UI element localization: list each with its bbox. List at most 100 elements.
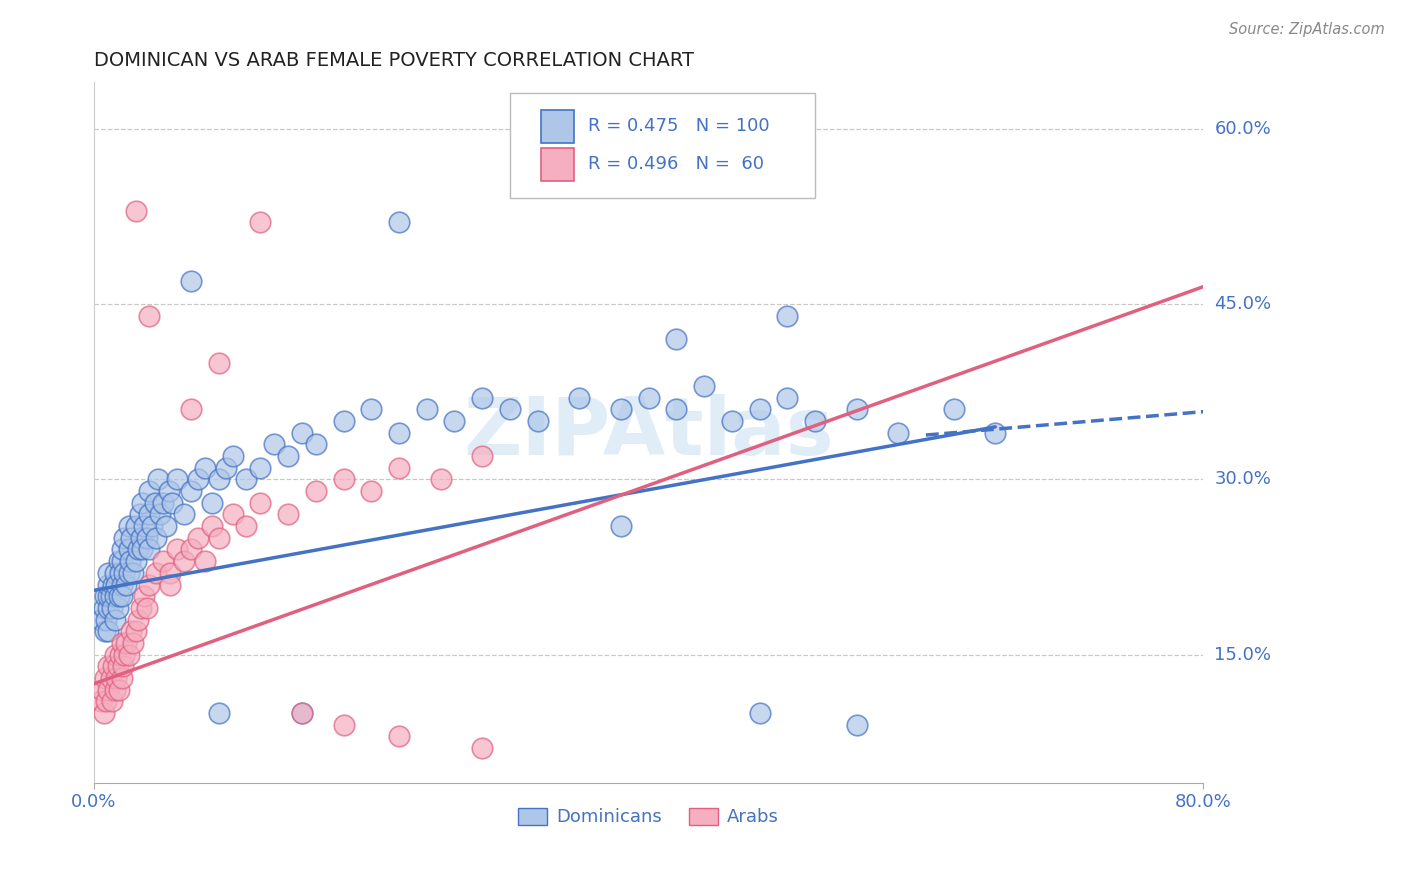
Point [155,519,177,533]
Point [108,682,131,697]
Point [665,332,688,346]
Point [173,554,195,568]
Point [845,402,868,417]
FancyBboxPatch shape [541,147,574,181]
Point [117,519,139,533]
Point [110,648,132,662]
Point [249,496,271,510]
Point [117,566,139,580]
Point [166,472,188,486]
Text: R = 0.475   N = 100: R = 0.475 N = 100 [588,118,769,136]
Point [97,600,120,615]
Point [568,391,591,405]
Point [471,449,494,463]
Point [127,613,149,627]
Point [145,566,167,580]
Point [135,600,157,615]
Point [114,648,136,662]
Point [208,356,231,370]
Point [111,671,134,685]
Point [201,496,224,510]
Point [152,496,174,510]
Point [201,519,224,533]
Point [180,274,202,288]
Point [984,425,1007,440]
FancyBboxPatch shape [510,93,815,198]
Point [145,531,167,545]
Point [332,414,354,428]
Point [141,519,163,533]
Point [124,624,146,639]
Point [610,519,633,533]
Point [93,600,115,615]
Point [443,414,465,428]
Text: 30.0%: 30.0% [1215,470,1271,489]
Point [131,496,153,510]
Point [104,648,127,662]
Point [388,425,411,440]
Point [159,566,181,580]
Point [221,508,243,522]
Point [360,484,382,499]
Point [124,554,146,568]
Point [104,589,127,603]
Point [111,577,134,591]
Point [121,636,143,650]
Point [108,554,131,568]
Point [138,309,160,323]
Point [159,577,181,591]
Point [637,391,659,405]
Point [291,706,314,720]
Point [90,694,112,708]
Text: 45.0%: 45.0% [1215,295,1271,313]
Point [526,414,548,428]
Point [124,203,146,218]
Point [291,425,314,440]
Point [180,402,202,417]
Point [263,437,285,451]
Point [471,741,494,756]
Point [429,472,451,486]
Point [121,566,143,580]
Point [97,589,120,603]
Point [249,460,271,475]
Point [104,682,127,697]
Point [173,508,195,522]
Point [157,484,180,499]
Point [360,402,382,417]
Point [114,566,136,580]
Point [194,460,217,475]
Point [277,508,299,522]
Point [804,414,827,428]
Point [305,437,328,451]
Point [388,460,411,475]
Point [887,425,910,440]
Text: DOMINICAN VS ARAB FEMALE POVERTY CORRELATION CHART: DOMINICAN VS ARAB FEMALE POVERTY CORRELA… [94,51,695,70]
Point [114,636,136,650]
Point [748,402,770,417]
Point [111,542,134,557]
Point [104,613,127,627]
Point [103,577,125,591]
Point [138,577,160,591]
Point [748,706,770,720]
Point [471,391,494,405]
FancyBboxPatch shape [541,110,574,144]
Point [180,484,202,499]
Point [845,717,868,731]
Point [160,496,183,510]
Point [94,624,117,639]
Point [120,624,142,639]
Point [117,542,139,557]
Point [120,531,142,545]
Point [112,659,135,673]
Point [131,542,153,557]
Point [111,589,134,603]
Point [208,531,231,545]
Text: R = 0.496   N =  60: R = 0.496 N = 60 [588,155,763,173]
Point [332,472,354,486]
Point [97,566,120,580]
Point [118,554,141,568]
Point [111,636,134,650]
Point [149,508,172,522]
